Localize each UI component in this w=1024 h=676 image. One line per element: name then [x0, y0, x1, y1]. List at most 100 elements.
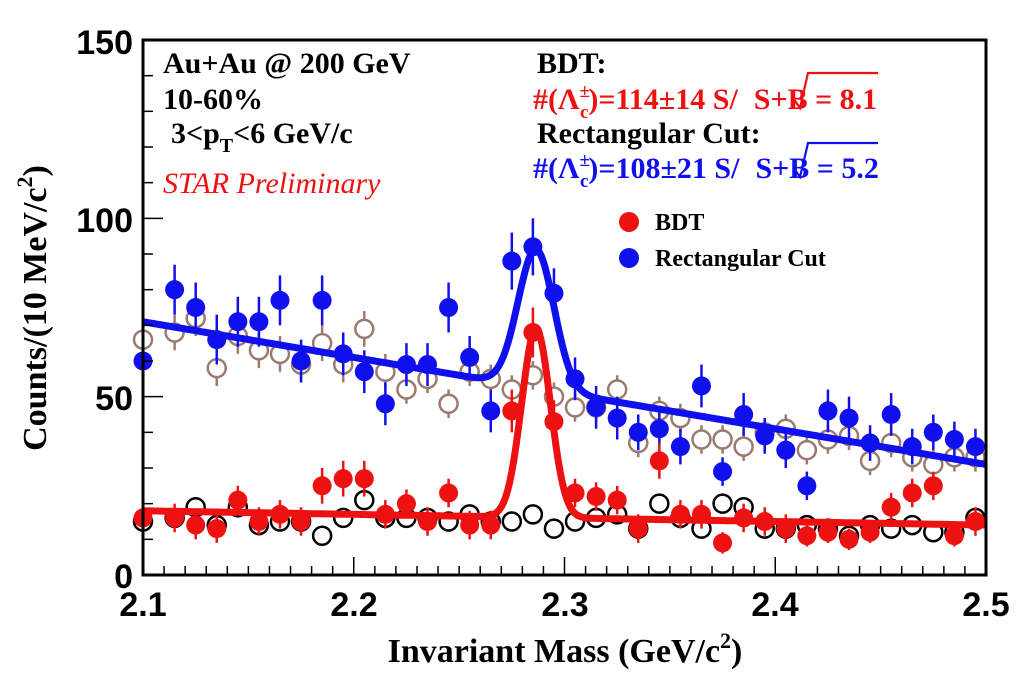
data-point	[186, 515, 206, 535]
data-point	[165, 280, 185, 300]
data-point	[881, 497, 901, 517]
x-tick-label-2.2: 2.2	[330, 586, 377, 624]
data-point	[902, 483, 922, 503]
data-point	[312, 476, 332, 496]
data-point	[439, 483, 459, 503]
annotation-star-preliminary: STAR Preliminary	[163, 167, 381, 200]
data-point	[228, 312, 248, 332]
data-point	[186, 298, 206, 317]
data-point	[797, 526, 817, 546]
data-point	[165, 508, 185, 528]
data-point	[375, 504, 395, 524]
data-point	[291, 512, 311, 531]
data-point	[776, 519, 796, 539]
data-point	[375, 394, 395, 414]
data-point	[249, 512, 269, 531]
annotation-centrality: 10-60%	[163, 83, 263, 116]
annotation-bdt-title: BDT:	[537, 47, 606, 80]
data-point	[923, 422, 943, 442]
data-point	[523, 322, 543, 342]
x-axis-title: Invariant Mass (GeV/c2)	[388, 628, 743, 670]
data-point	[839, 529, 859, 549]
legend-marker-bdt	[619, 212, 639, 232]
axis-ticks	[142, 39, 987, 576]
data-point	[923, 476, 943, 496]
x-tick-label-2.3: 2.3	[541, 586, 588, 624]
data-point-open	[712, 493, 733, 514]
data-point-open	[712, 429, 733, 450]
data-point	[460, 515, 480, 535]
data-point	[270, 504, 290, 524]
data-point	[860, 522, 880, 542]
y-tick-label-150: 150	[76, 24, 133, 62]
data-point	[607, 408, 627, 428]
data-point	[502, 401, 522, 421]
data-layer	[132, 218, 988, 554]
y-tick-label-100: 100	[76, 202, 133, 240]
data-point	[396, 355, 416, 375]
annotation-bdt-yield: #(Λ± c)=114±14 S/S+B = 8.1	[533, 81, 877, 123]
data-point	[755, 512, 775, 531]
data-point	[649, 451, 669, 471]
legend-label-rect: Rectangular Cut	[655, 246, 826, 272]
x-tick-label-2.1: 2.1	[119, 586, 166, 624]
data-point	[354, 469, 374, 489]
data-point	[270, 290, 290, 310]
data-point	[881, 405, 901, 424]
legend: BDT Rectangular Cut	[619, 210, 826, 272]
data-point	[333, 344, 353, 364]
data-point-open	[564, 397, 586, 418]
legend-label-bdt: BDT	[655, 210, 704, 236]
data-point-open	[796, 439, 818, 461]
data-point	[333, 469, 353, 489]
data-point	[965, 437, 985, 457]
data-point	[249, 312, 269, 332]
data-point	[439, 298, 459, 317]
data-point	[418, 512, 438, 531]
data-point	[312, 290, 332, 310]
data-point	[944, 429, 964, 449]
data-point	[396, 494, 416, 514]
annotation-system: Au+Au @ 200 GeV	[163, 47, 411, 80]
data-point-open	[691, 429, 712, 450]
legend-marker-rect	[619, 248, 639, 268]
x-tick-label-2.5: 2.5	[962, 586, 1009, 624]
data-point	[291, 351, 311, 371]
data-point-open	[733, 436, 754, 457]
data-point	[776, 440, 796, 460]
data-point	[965, 512, 985, 531]
data-point	[481, 515, 501, 535]
annotation-pt-range: 3<pT<6 GeV/c	[171, 117, 353, 157]
data-point	[691, 504, 711, 524]
data-point	[649, 419, 669, 439]
fit-line-rect	[141, 245, 988, 468]
data-point	[902, 437, 922, 457]
data-point	[418, 355, 438, 375]
data-point	[207, 519, 227, 539]
data-point	[734, 508, 754, 528]
data-point-open	[649, 493, 670, 514]
y-tick-label-0: 0	[114, 558, 133, 596]
data-point	[586, 487, 606, 507]
annotation-rect-yield: #(Λ± c)=108±21 S/S+B = 5.2	[533, 150, 879, 192]
data-point-open	[543, 518, 565, 539]
data-point	[523, 237, 543, 257]
data-point	[502, 251, 522, 271]
data-point	[734, 405, 754, 424]
data-point-open	[354, 318, 375, 340]
data-point	[691, 376, 711, 396]
data-point	[565, 369, 585, 389]
data-point-open	[501, 511, 523, 532]
data-point	[713, 462, 733, 482]
data-point	[713, 533, 733, 553]
data-point	[860, 433, 880, 453]
data-point	[628, 519, 648, 539]
data-point	[818, 522, 838, 542]
data-point	[944, 526, 964, 546]
rect-sqrt-sign	[792, 141, 878, 180]
data-point	[755, 426, 775, 446]
data-point	[670, 437, 690, 457]
bdt-sqrt-sign	[792, 71, 878, 111]
x-tick-label-2.4: 2.4	[751, 586, 798, 624]
